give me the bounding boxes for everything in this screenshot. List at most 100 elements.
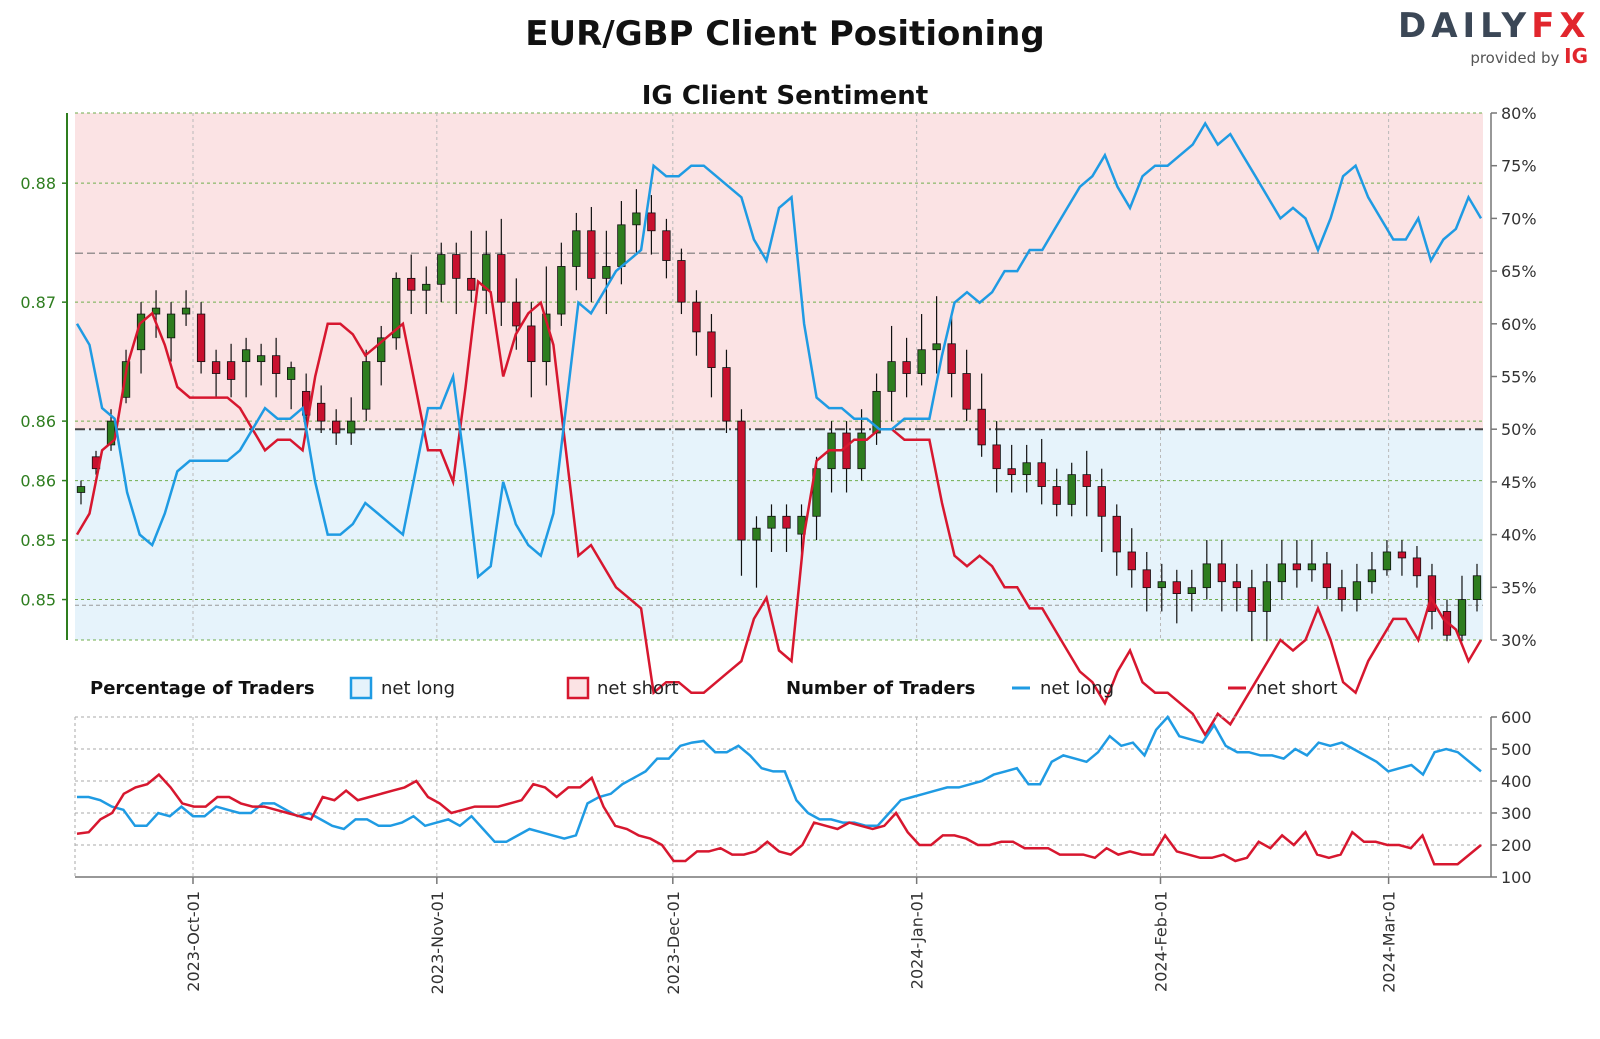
net-short-count-line [76,772,1482,866]
chart-title: EUR/GBP Client Positioning [525,14,1044,54]
candle [1382,540,1392,576]
legend-pct-long-swatch [349,676,373,700]
candle [482,230,491,315]
candle [752,516,761,588]
net-short-region [75,113,1483,430]
count-tick-label: 300 [1501,804,1532,823]
candle-body [1187,587,1196,595]
date-tick-label: 2023-Nov-01 [428,891,447,994]
candle-body [196,313,206,363]
candle [1217,540,1226,612]
candle-body [677,260,686,303]
candle [1142,551,1151,612]
candle-body [632,212,641,226]
candle-body [1337,587,1347,600]
candle [782,504,791,552]
candle [992,421,1001,493]
candle-body [1352,581,1362,600]
candle-body [602,266,611,279]
price-tick-label: 0.86 [20,472,56,491]
candle [241,337,251,398]
candle-body [962,373,971,410]
candle [1337,569,1347,612]
candle [211,349,221,398]
candle-body [1067,474,1076,505]
candle-body [181,307,191,315]
candle-body [557,266,566,315]
candle-body [977,408,986,446]
candle-body [1232,581,1241,589]
candle [392,272,401,350]
dailyfx-logo: DAILYFX provided by IG [1398,6,1588,68]
candle-body [377,337,386,363]
candle-body [902,361,911,374]
candle-body [497,254,506,303]
candle-body [287,367,296,380]
candle-body [482,254,491,291]
legend-num-long-label: net long [1040,678,1114,699]
candle [1082,450,1091,517]
candle [256,343,266,386]
candle-body [1247,587,1256,612]
candle [407,254,416,315]
date-tick-label: 2023-Dec-01 [664,891,683,995]
candle [902,337,911,398]
candle [857,409,866,481]
price-tick-label: 0.87 [20,293,56,312]
candle [332,409,341,445]
candle-body [1307,563,1317,571]
percentage-lines [75,121,1483,738]
candle [677,248,686,315]
candle [467,230,476,303]
logo-wordmark: DAILYFX [1398,6,1591,46]
date-tick-label: 2023-Oct-01 [184,891,203,992]
candle-body [752,527,761,541]
legend-pct-title: Percentage of Traders [90,678,315,699]
candle-body [1142,569,1151,589]
candle [1247,569,1256,642]
candle [557,242,566,326]
count-tick-label: 200 [1501,836,1532,855]
candle [692,290,701,356]
candle-body [1037,462,1046,487]
price-tick-label: 0.88 [20,174,56,193]
candle [497,218,506,326]
candle-body [241,349,251,363]
candle [287,361,296,410]
candle [1172,569,1181,624]
candle-body [362,361,371,410]
candle-body [151,307,161,315]
net-short-pct-line [75,279,1483,738]
candle [226,343,236,398]
candle-body [1412,557,1422,577]
candle [527,302,536,398]
legend: Percentage of Traders net long net short… [90,676,1338,700]
percent-tick-label: 70% [1501,209,1537,228]
net-long-region [75,429,1483,640]
candle [1202,540,1211,600]
candle [572,212,581,291]
candle-body [1292,563,1302,571]
candle-body [407,277,416,291]
count-tick-label: 500 [1501,740,1532,759]
count-tick-label: 400 [1501,772,1532,791]
candle-body [1202,563,1211,589]
candle [1457,575,1467,642]
candle-body [467,277,476,291]
candle-body [587,230,596,279]
candle [1052,468,1061,517]
price-tick-label: 0.86 [20,412,56,431]
legend-pct-long-label: net long [381,678,455,699]
candle [1112,504,1121,576]
candle [1367,551,1377,594]
trader-count-panel: 600 500 400 300 200 100 [74,708,1532,887]
candle [1232,563,1241,612]
percent-tick-label: 55% [1501,368,1537,387]
candle-body [572,230,581,267]
candle [962,349,971,422]
candle-body [332,420,341,434]
candle [1127,528,1136,588]
candle [181,290,191,326]
net-long-count-line [77,714,1482,844]
